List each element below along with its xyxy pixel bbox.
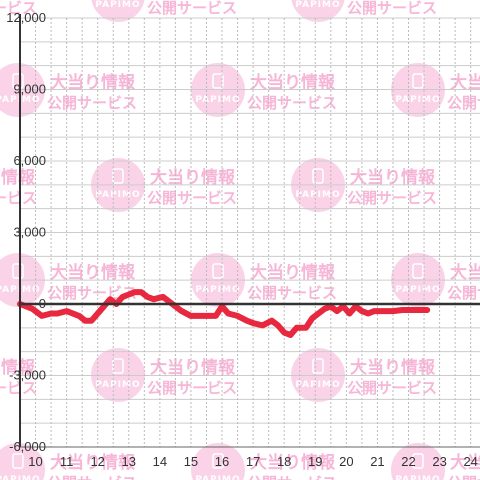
- series-line: [17, 289, 431, 338]
- watermark-logo-icon: [12, 453, 24, 469]
- watermark-subtitle: 公開サービス: [347, 0, 437, 17]
- watermark-logo-icon: [312, 358, 324, 374]
- watermark-logo-circle: [291, 0, 345, 22]
- watermark-logo-text: PAPIMO: [95, 380, 140, 390]
- watermark-subtitle: 公開サービス: [247, 284, 337, 302]
- watermark-logo-icon: [412, 263, 424, 279]
- watermark-title: 大当り情報: [250, 72, 336, 93]
- watermark-logo-text: PAPIMO: [295, 190, 340, 200]
- x-tick-label: 15: [184, 454, 198, 469]
- watermark-logo-circle: [391, 443, 445, 480]
- x-tick-label: 23: [432, 454, 446, 469]
- watermark-title: 大当り情報: [450, 262, 480, 283]
- watermark-title: 大当り情報: [150, 357, 236, 378]
- watermark-subtitle: 公開サービス: [47, 284, 137, 302]
- watermark-title: 大当り情報: [50, 452, 136, 473]
- y-tick-label: 9,000: [13, 82, 46, 97]
- watermark-title: 大当り情報: [450, 72, 480, 93]
- watermark-logo-text: PAPIMO: [395, 95, 440, 105]
- watermark-logo-icon: [212, 453, 224, 469]
- watermark-logo-icon: [312, 168, 324, 184]
- watermark-logo-text: PAPIMO: [195, 475, 240, 480]
- watermark-logo-icon: [212, 73, 224, 89]
- x-tick-label: 17: [246, 454, 260, 469]
- x-tick-label: 13: [122, 454, 136, 469]
- watermark-logo-text: PAPIMO: [395, 285, 440, 295]
- axis-layer: [19, 14, 480, 448]
- watermark-subtitle: 公開サービス: [47, 474, 137, 480]
- watermark-subtitle: 公開サービス: [47, 94, 137, 112]
- x-tick-label: 18: [277, 454, 291, 469]
- watermark-subtitle: 公開サービス: [147, 379, 237, 397]
- watermark-logo-icon: [412, 73, 424, 89]
- watermark-logo-text: PAPIMO: [95, 0, 140, 10]
- watermark-subtitle: 公開サービス: [0, 189, 37, 207]
- watermark-subtitle: 公開サービス: [147, 189, 237, 207]
- watermark-logo-icon: [412, 453, 424, 469]
- watermark-logo-text: PAPIMO: [295, 0, 340, 10]
- x-tick-label: 16: [215, 454, 229, 469]
- x-tick-label: 24: [463, 454, 477, 469]
- watermark-title: 大当り情報: [350, 167, 436, 188]
- x-tick-label: 19: [308, 454, 322, 469]
- watermark-title: 大当り情報: [150, 167, 236, 188]
- x-tick-label: 12: [90, 454, 104, 469]
- watermark-logo-text: PAPIMO: [295, 380, 340, 390]
- watermark-title: 大当り情報: [250, 262, 336, 283]
- x-tick-label: 10: [28, 454, 42, 469]
- y-tick-label: 12,000: [6, 10, 46, 25]
- watermark-title: 大当り情報: [0, 357, 36, 378]
- watermark-subtitle: 公開サービス: [347, 379, 437, 397]
- watermark-subtitle: 公開サービス: [247, 94, 337, 112]
- watermark-title: 大当り情報: [50, 72, 136, 93]
- watermark-logo-icon: [12, 263, 24, 279]
- watermark-logo-text: PAPIMO: [195, 285, 240, 295]
- watermark-subtitle: 公開サービス: [447, 284, 480, 302]
- watermark-logo-circle: [91, 0, 145, 22]
- x-tick-label: 22: [401, 454, 415, 469]
- watermark-logo-text: PAPIMO: [395, 475, 440, 480]
- watermark-subtitle: 公開サービス: [0, 379, 37, 397]
- x-tick-label: 21: [370, 454, 384, 469]
- y-tick-label: -3,000: [9, 368, 46, 383]
- x-tick-label: 20: [339, 454, 353, 469]
- watermark-subtitle: 公開サービス: [347, 189, 437, 207]
- y-tick-label: 6,000: [13, 153, 46, 168]
- watermark-subtitle: 公開サービス: [0, 0, 37, 17]
- x-tick-label: 11: [60, 454, 74, 469]
- watermark-subtitle: 公開サービス: [247, 474, 337, 480]
- watermark-title: 大当り情報: [50, 262, 136, 283]
- y-tick-label: -6,000: [9, 439, 46, 454]
- watermark-logo-icon: [212, 263, 224, 279]
- watermark-logo-icon: [12, 73, 24, 89]
- x-tick-label: 14: [153, 454, 167, 469]
- y-tick-label: 0: [39, 296, 46, 311]
- watermark-title: 大当り情報: [450, 452, 480, 473]
- tick-label-layer: -6,000 -3,000 0 3,000 6,000 9,000 12,000 10 11 12…: [6, 10, 478, 469]
- y-tick-label: 3,000: [13, 225, 46, 240]
- watermark-title: 大当り情報: [250, 452, 336, 473]
- watermark-subtitle: 公開サービス: [447, 474, 480, 480]
- watermark-logo-circle: [191, 443, 245, 480]
- watermark-logo-text: PAPIMO: [95, 190, 140, 200]
- watermark-subtitle: 公開サービス: [147, 0, 237, 17]
- watermark-logo-text: PAPIMO: [195, 95, 240, 105]
- watermark-subtitle: 公開サービス: [447, 94, 480, 112]
- watermark-title: 大当り情報: [0, 167, 36, 188]
- series-layer: [17, 289, 431, 338]
- watermark-logo-text: PAPIMO: [0, 475, 41, 480]
